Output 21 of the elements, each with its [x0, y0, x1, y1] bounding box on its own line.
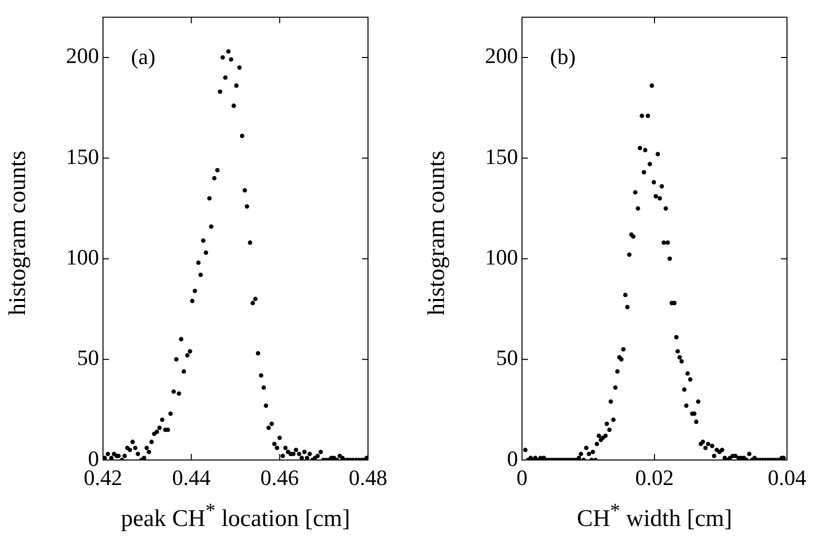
annotation: (b) — [550, 44, 576, 69]
y-axis-title: histogram counts — [5, 150, 32, 318]
x-tick-label: 0.02 — [635, 464, 674, 490]
x-tick-label: 0.04 — [768, 464, 806, 490]
y-tick-label: 100 — [485, 244, 518, 270]
x-axis-title: CH$^{*}$ width [cm] — [576, 500, 734, 533]
x-tick-label: 0.44 — [172, 464, 211, 490]
y-tick-label: 100 — [66, 244, 99, 270]
x-tick-label: 0.48 — [348, 464, 388, 490]
y-tick-label: 150 — [485, 144, 518, 169]
y-axis-title: histogram counts — [424, 150, 451, 318]
y-tick-label: 0 — [507, 446, 518, 471]
x-tick-label: 0.46 — [260, 464, 299, 490]
y-tick-label: 200 — [485, 43, 518, 68]
y-tick-label: 50 — [77, 345, 99, 370]
y-tick-label: 200 — [66, 43, 99, 68]
y-tick-label: 50 — [496, 345, 518, 370]
x-axis-title: peak CH$^{*}$ location [cm] — [120, 500, 352, 533]
annotation: (a) — [131, 44, 156, 69]
y-tick-label: 150 — [66, 144, 99, 169]
y-tick-label: 0 — [88, 446, 99, 471]
